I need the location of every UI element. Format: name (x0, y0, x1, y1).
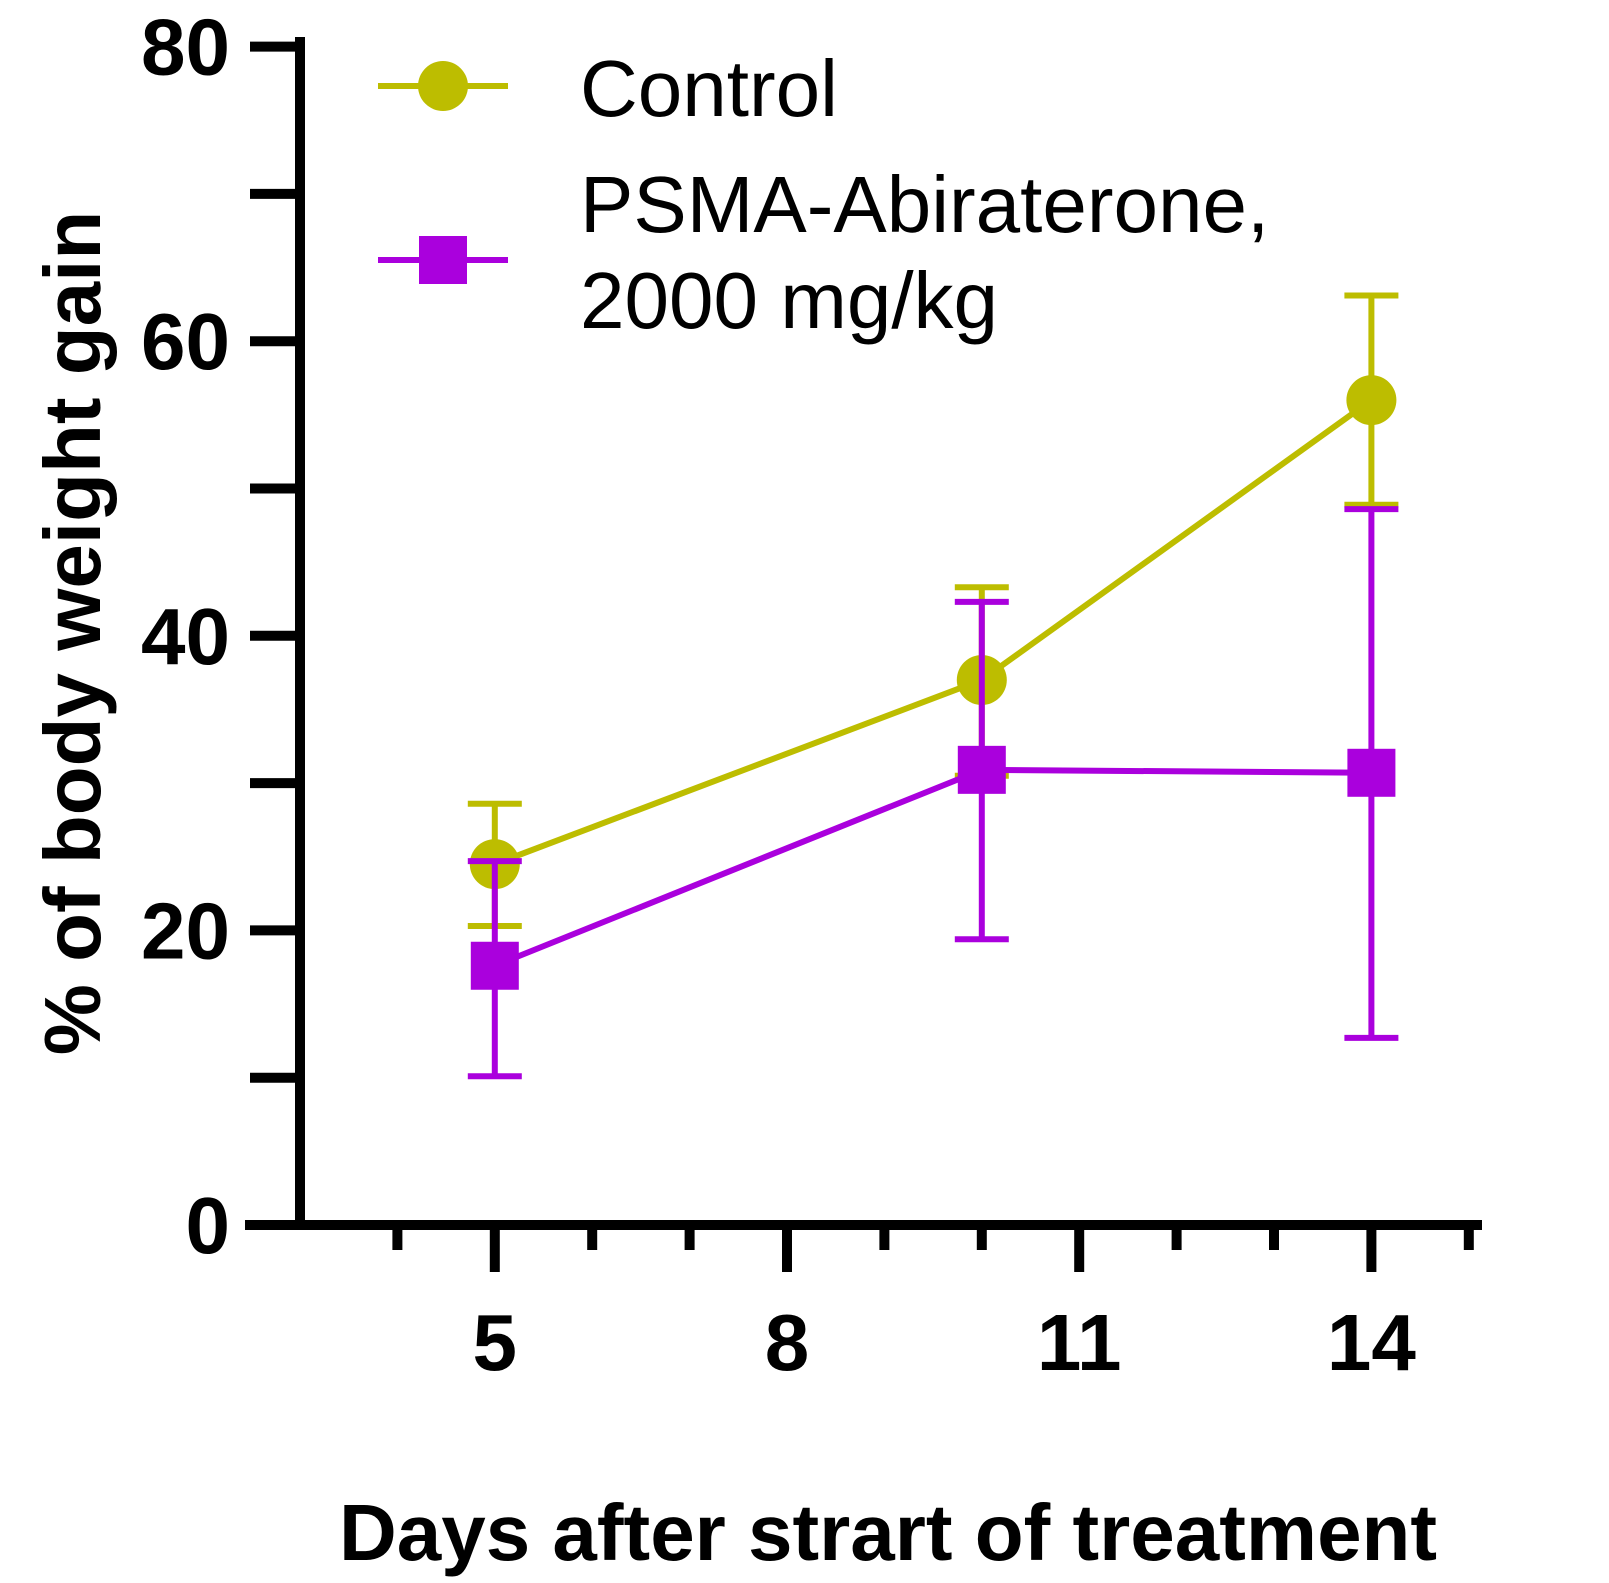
x-axis-title: Days after strart of treatment (339, 1488, 1437, 1577)
x-tick-label: 11 (1037, 1298, 1122, 1387)
legend-entry-1: Control (378, 44, 838, 133)
legend: Control PSMA-Abiraterone, 2000 mg/kg (378, 44, 1269, 345)
series-line (493, 766, 1372, 969)
y-axis-title: % of body weight gain (28, 211, 117, 1055)
data-point (1346, 375, 1397, 426)
legend-label: PSMA-Abiraterone, 2000 mg/kg (580, 160, 1269, 345)
data-point (470, 941, 519, 990)
x-tick-label: 5 (473, 1298, 518, 1387)
y-tick-label: 80 (141, 3, 230, 92)
plot-area (467, 292, 1399, 1080)
legend-label: Control (580, 44, 838, 133)
y-tick-label: 60 (141, 297, 230, 386)
y-tick-label: 0 (186, 1181, 231, 1270)
series-line (493, 397, 1374, 867)
x-tick-label: 14 (1327, 1298, 1416, 1387)
y-ticks: 0 20 40 60 80 (141, 3, 300, 1270)
x-ticks: 5 8 11 14 (392, 1225, 1474, 1387)
x-tick-label: 8 (765, 1298, 810, 1387)
data-point (957, 745, 1006, 794)
series-1 (467, 292, 1399, 929)
y-tick-label: 40 (141, 592, 230, 681)
legend-marker (418, 61, 468, 111)
y-tick-label: 20 (141, 886, 230, 975)
data-point (1347, 748, 1396, 797)
legend-entry-2: PSMA-Abiraterone, 2000 mg/kg (378, 160, 1269, 345)
series-2 (467, 506, 1399, 1080)
legend-marker (419, 236, 467, 284)
